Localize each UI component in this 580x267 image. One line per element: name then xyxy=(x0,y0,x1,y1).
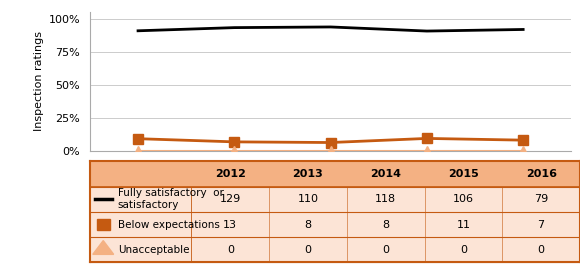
Text: Unacceptable: Unacceptable xyxy=(118,245,189,255)
Text: 79: 79 xyxy=(534,194,548,204)
Text: 8: 8 xyxy=(382,219,389,230)
Text: 2015: 2015 xyxy=(448,169,479,179)
Text: 0: 0 xyxy=(538,245,545,255)
Polygon shape xyxy=(93,241,114,254)
Y-axis label: Inspection ratings: Inspection ratings xyxy=(34,32,45,131)
Text: 2016: 2016 xyxy=(525,169,557,179)
Text: 110: 110 xyxy=(298,194,318,204)
Text: 129: 129 xyxy=(220,194,241,204)
Text: 7: 7 xyxy=(538,219,545,230)
Bar xyxy=(90,187,580,212)
Bar xyxy=(97,219,110,230)
Text: 0: 0 xyxy=(304,245,311,255)
Text: 2012: 2012 xyxy=(215,169,246,179)
Text: 2013: 2013 xyxy=(292,169,324,179)
Text: Fully satisfactory  or
satisfactory: Fully satisfactory or satisfactory xyxy=(118,189,224,210)
Bar xyxy=(90,237,580,262)
Text: 0: 0 xyxy=(227,245,234,255)
Text: 106: 106 xyxy=(453,194,474,204)
Bar xyxy=(90,161,580,187)
Text: 13: 13 xyxy=(223,219,237,230)
Text: 0: 0 xyxy=(460,245,467,255)
Text: 11: 11 xyxy=(456,219,470,230)
Text: 8: 8 xyxy=(304,219,311,230)
Text: 118: 118 xyxy=(375,194,396,204)
Text: 2014: 2014 xyxy=(370,169,401,179)
Bar xyxy=(90,212,580,237)
Text: Below expectations: Below expectations xyxy=(118,219,220,230)
Text: 0: 0 xyxy=(382,245,389,255)
